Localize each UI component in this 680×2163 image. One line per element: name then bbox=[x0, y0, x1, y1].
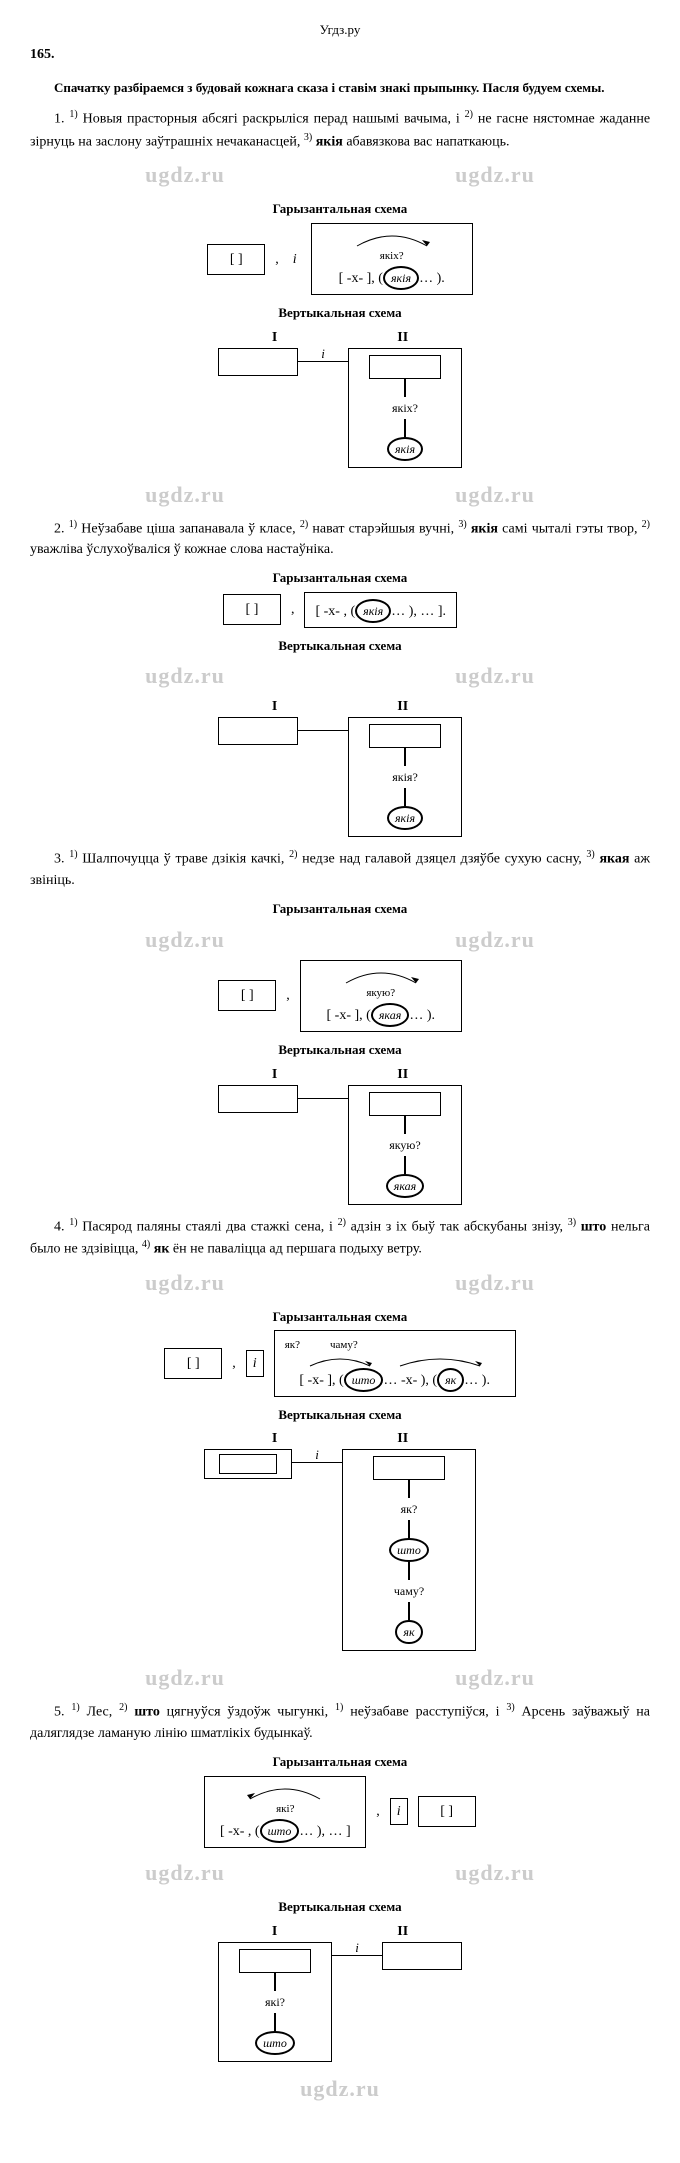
schema-box: які? [ -х- , (што… ), … ] bbox=[204, 1776, 366, 1849]
v-schema-1: III і якіх? якія bbox=[30, 327, 650, 468]
schema-box: якіх? [ -х- ], (якія… ). bbox=[311, 223, 473, 296]
schema-box: якую? якая bbox=[348, 1085, 462, 1205]
sentence-3: 3. 1) Шалпочуцца ў траве дзікія качкі, 2… bbox=[30, 847, 650, 891]
schema-box: якіх? якія bbox=[348, 348, 462, 468]
watermark: ugdz.ruugdz.ru bbox=[30, 158, 650, 191]
v-schema-5: III які? што і bbox=[30, 1921, 650, 2062]
schema-box: якія? якія bbox=[348, 717, 462, 837]
v-schema-2: III якія? якія bbox=[30, 696, 650, 837]
v-schema-title: Вертыкальная схема bbox=[30, 1897, 650, 1917]
sentence-5: 5. 1) Лес, 2) што цягнуўся ўздоўж чыгунк… bbox=[30, 1700, 650, 1744]
schema-box bbox=[382, 1942, 462, 1970]
v-schema-3: III якую? якая bbox=[30, 1064, 650, 1205]
watermark: ugdz.ruugdz.ru bbox=[30, 1661, 650, 1694]
site-header: Угдз.ру bbox=[30, 20, 650, 40]
schema-box: [ ] bbox=[164, 1348, 222, 1379]
watermark: ugdz.ruugdz.ru bbox=[30, 923, 650, 956]
schema-box bbox=[218, 717, 298, 745]
h-schema-title: Гарызантальная схема bbox=[30, 1307, 650, 1327]
watermark: ugdz.ru bbox=[30, 2072, 650, 2105]
schema-box: як?чаму? [ -х- ], (што… -х- ), (як… ). bbox=[274, 1330, 516, 1397]
schema-box: [ ] bbox=[223, 594, 281, 625]
h-schema-title: Гарызантальная схема bbox=[30, 568, 650, 588]
v-schema-4: III і як? што чаму? як bbox=[30, 1428, 650, 1651]
h-schema-2: [ ] , [ -х- , (якія… ), … ]. bbox=[30, 592, 650, 628]
exercise-number: 165. bbox=[30, 44, 650, 65]
schema-box: які? што bbox=[218, 1942, 332, 2062]
schema-box: [ ] bbox=[418, 1796, 476, 1827]
schema-box: як? што чаму? як bbox=[342, 1449, 476, 1651]
v-schema-title: Вертыкальная схема bbox=[30, 1040, 650, 1060]
v-schema-title: Вертыкальная схема bbox=[30, 1405, 650, 1425]
v-schema-title: Вертыкальная схема bbox=[30, 636, 650, 656]
intro-text: Спачатку разбіраемся з будовай кожнага с… bbox=[30, 78, 650, 98]
h-schema-title: Гарызантальная схема bbox=[30, 199, 650, 219]
sentence-4: 4. 1) Пасярод паляны стаялі два стажкі с… bbox=[30, 1215, 650, 1260]
h-schema-title: Гарызантальная схема bbox=[30, 899, 650, 919]
schema-box: [ -х- , (якія… ), … ]. bbox=[304, 592, 457, 628]
schema-box bbox=[218, 1085, 298, 1113]
watermark: ugdz.ruugdz.ru bbox=[30, 1266, 650, 1299]
h-schema-title: Гарызантальная схема bbox=[30, 1752, 650, 1772]
schema-box: якую? [ -х- ], (якая… ). bbox=[300, 960, 462, 1033]
h-schema-1: [ ] , і якіх? [ -х- ], (якія… ). bbox=[30, 223, 650, 296]
schema-box: [ ] bbox=[207, 244, 265, 275]
schema-box bbox=[218, 348, 298, 376]
h-schema-3: [ ] , якую? [ -х- ], (якая… ). bbox=[30, 960, 650, 1033]
h-schema-4: [ ] , і як?чаму? [ -х- ], (што… -х- ), (… bbox=[30, 1330, 650, 1397]
watermark: ugdz.ruugdz.ru bbox=[30, 1856, 650, 1889]
schema-box bbox=[204, 1449, 292, 1479]
sentence-2: 2. 1) Неўзабаве ціша запанавала ў класе,… bbox=[30, 517, 650, 561]
watermark: ugdz.ruugdz.ru bbox=[30, 659, 650, 692]
h-schema-5: які? [ -х- , (што… ), … ] , і [ ] bbox=[30, 1776, 650, 1849]
schema-box: [ ] bbox=[218, 980, 276, 1011]
sentence-1: 1. 1) Новыя прасторныя абсягі раскрыліся… bbox=[30, 107, 650, 152]
v-schema-title: Вертыкальная схема bbox=[30, 303, 650, 323]
watermark: ugdz.ruugdz.ru bbox=[30, 478, 650, 511]
